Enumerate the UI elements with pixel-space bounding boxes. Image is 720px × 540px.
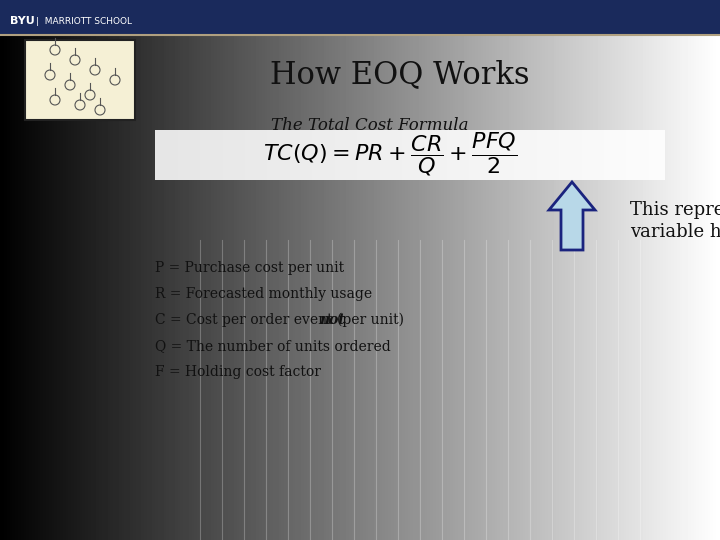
FancyArrow shape [549, 182, 595, 250]
Text: Q = The number of units ordered: Q = The number of units ordered [155, 339, 391, 353]
Text: P = Purchase cost per unit: P = Purchase cost per unit [155, 261, 344, 275]
Text: C = Cost per order event (: C = Cost per order event ( [155, 313, 343, 327]
Text: The Total Cost Formula: The Total Cost Formula [271, 117, 469, 133]
Bar [0, 0, 720, 35]
Text: BYU: BYU [10, 16, 35, 26]
Bar [25, 40, 135, 120]
Text: How EOQ Works: How EOQ Works [270, 59, 530, 91]
Bar [155, 130, 665, 180]
Text: $TC(Q) = PR + \dfrac{CR}{Q} + \dfrac{PFQ}{2}$: $TC(Q) = PR + \dfrac{CR}{Q} + \dfrac{PFQ… [263, 130, 517, 178]
Text: variable holding costs: variable holding costs [630, 223, 720, 241]
Text: |  MARRIOTT SCHOOL: | MARRIOTT SCHOOL [36, 17, 132, 25]
Text: not: not [319, 313, 345, 327]
Text: per unit): per unit) [338, 313, 405, 327]
Text: This represents the: This represents the [630, 201, 720, 219]
Text: F = Holding cost factor: F = Holding cost factor [155, 365, 321, 379]
Text: R = Forecasted monthly usage: R = Forecasted monthly usage [155, 287, 372, 301]
